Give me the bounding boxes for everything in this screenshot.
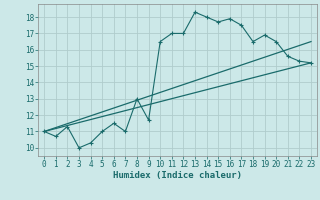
X-axis label: Humidex (Indice chaleur): Humidex (Indice chaleur) — [113, 171, 242, 180]
